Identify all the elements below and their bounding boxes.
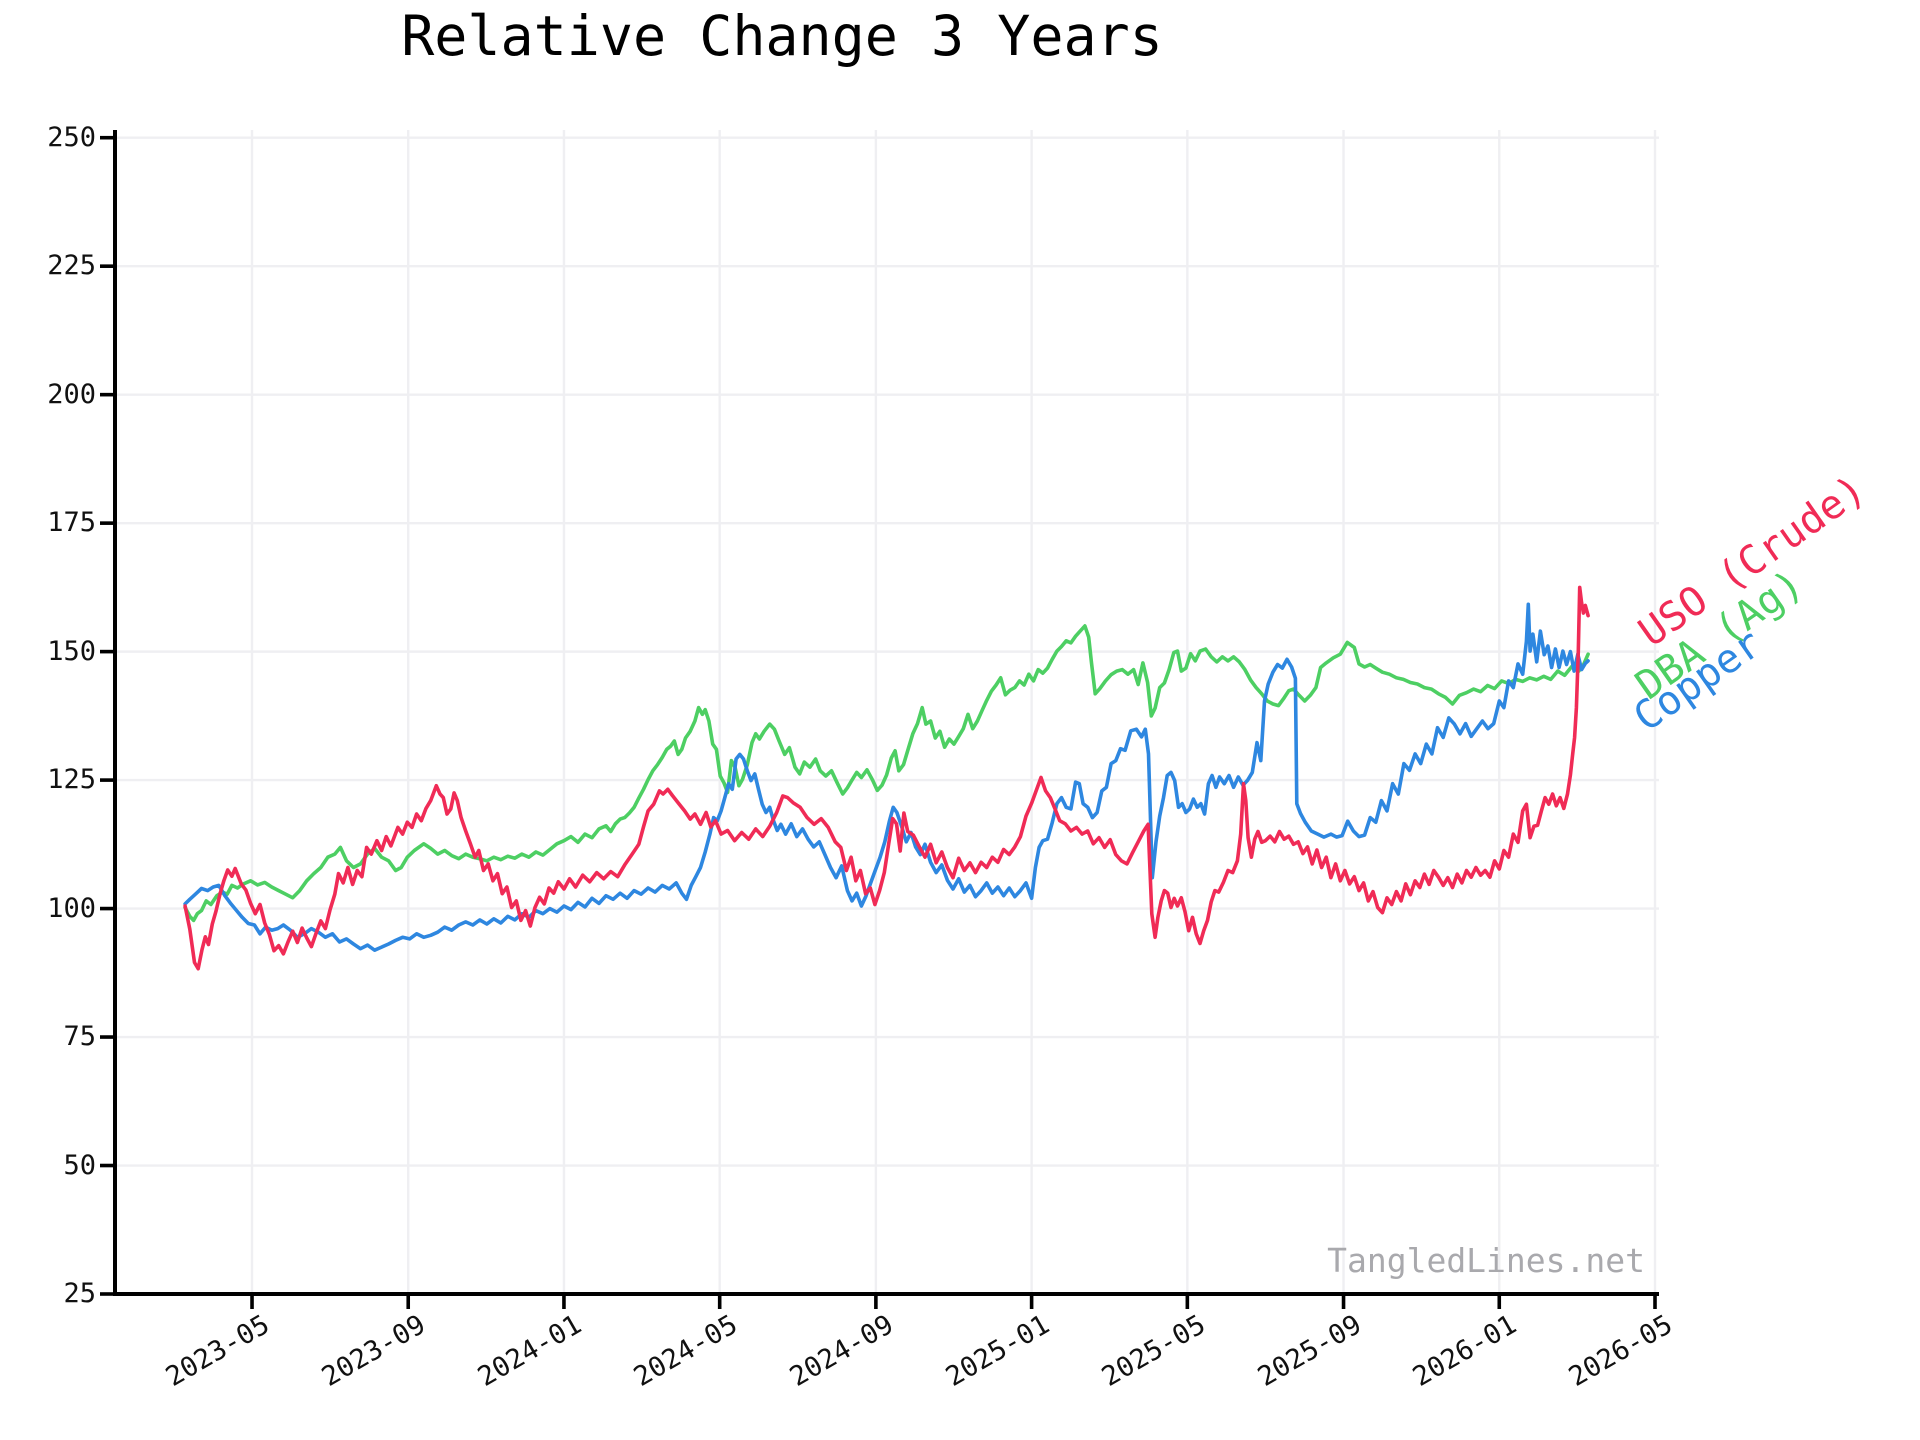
y-tick-label: 75 bbox=[63, 1021, 96, 1053]
y-tick-label: 50 bbox=[63, 1149, 96, 1181]
y-tick-label: 200 bbox=[47, 378, 96, 410]
series-line-dba-ag bbox=[183, 624, 1590, 923]
y-tick-label: 25 bbox=[63, 1278, 96, 1309]
y-tick-label: 150 bbox=[47, 635, 96, 667]
y-tick-label: 175 bbox=[47, 507, 96, 539]
series-line-uso-crude bbox=[183, 585, 1590, 971]
watermark: TangledLines.net bbox=[1327, 1241, 1645, 1280]
chart-title: Relative Change 3 Years bbox=[401, 4, 1163, 68]
y-tick-label: 250 bbox=[47, 121, 96, 153]
y-tick-label: 100 bbox=[47, 892, 96, 924]
series-line-copper bbox=[183, 602, 1590, 952]
y-tick-label: 125 bbox=[47, 764, 96, 796]
y-tick-label: 225 bbox=[47, 250, 96, 282]
